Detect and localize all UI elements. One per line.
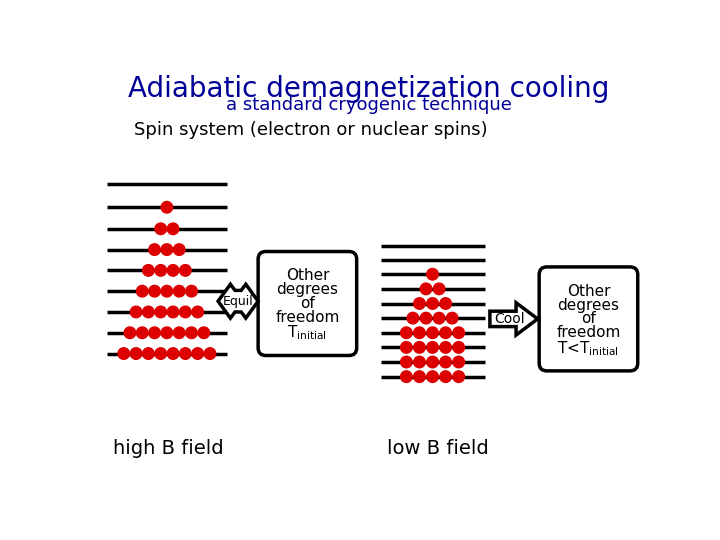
Circle shape <box>427 342 438 353</box>
Polygon shape <box>490 303 538 335</box>
Circle shape <box>137 327 148 339</box>
Text: degrees: degrees <box>276 282 338 297</box>
Circle shape <box>198 327 210 339</box>
Circle shape <box>161 286 173 297</box>
Text: freedom: freedom <box>275 310 340 325</box>
Circle shape <box>400 342 412 353</box>
Text: Cool: Cool <box>495 312 525 326</box>
Text: Equil.: Equil. <box>222 295 257 308</box>
Circle shape <box>420 283 432 295</box>
Circle shape <box>414 342 426 353</box>
Circle shape <box>167 223 179 234</box>
Circle shape <box>143 306 154 318</box>
Circle shape <box>427 268 438 280</box>
Circle shape <box>174 286 185 297</box>
Circle shape <box>118 348 130 359</box>
Text: Other: Other <box>567 284 611 299</box>
FancyBboxPatch shape <box>539 267 638 371</box>
Circle shape <box>186 327 197 339</box>
Text: a standard cryogenic technique: a standard cryogenic technique <box>226 96 512 113</box>
Circle shape <box>179 348 191 359</box>
Circle shape <box>433 312 445 324</box>
Circle shape <box>453 327 464 339</box>
Circle shape <box>433 283 445 295</box>
Text: of: of <box>300 296 315 311</box>
Circle shape <box>124 327 135 339</box>
Circle shape <box>174 244 185 255</box>
Text: degrees: degrees <box>557 298 619 313</box>
Text: Spin system (electron or nuclear spins): Spin system (electron or nuclear spins) <box>135 121 488 139</box>
Text: Adiabatic demagnetization cooling: Adiabatic demagnetization cooling <box>128 75 610 103</box>
Circle shape <box>427 371 438 382</box>
Text: low B field: low B field <box>387 438 488 457</box>
Circle shape <box>161 201 173 213</box>
Text: high B field: high B field <box>113 438 224 457</box>
Circle shape <box>186 286 197 297</box>
Circle shape <box>204 348 216 359</box>
Circle shape <box>440 342 451 353</box>
Circle shape <box>179 306 191 318</box>
Circle shape <box>130 348 142 359</box>
Circle shape <box>155 223 166 234</box>
Circle shape <box>440 356 451 368</box>
Circle shape <box>427 327 438 339</box>
Circle shape <box>155 265 166 276</box>
Circle shape <box>414 371 426 382</box>
Circle shape <box>161 327 173 339</box>
Text: T<T$_{\mathregular{initial}}$: T<T$_{\mathregular{initial}}$ <box>557 339 619 357</box>
Text: T$_{\mathregular{initial}}$: T$_{\mathregular{initial}}$ <box>287 323 328 342</box>
Text: of: of <box>581 312 596 326</box>
Circle shape <box>155 348 166 359</box>
Circle shape <box>149 244 161 255</box>
Circle shape <box>453 342 464 353</box>
Circle shape <box>400 356 412 368</box>
Circle shape <box>440 298 451 309</box>
Circle shape <box>130 306 142 318</box>
Circle shape <box>420 312 432 324</box>
Circle shape <box>155 306 166 318</box>
Circle shape <box>149 286 161 297</box>
Circle shape <box>137 286 148 297</box>
Circle shape <box>143 265 154 276</box>
Circle shape <box>143 348 154 359</box>
Circle shape <box>161 244 173 255</box>
Circle shape <box>167 265 179 276</box>
Circle shape <box>414 327 426 339</box>
Circle shape <box>400 327 412 339</box>
Circle shape <box>414 298 426 309</box>
Circle shape <box>427 298 438 309</box>
Circle shape <box>446 312 458 324</box>
Circle shape <box>427 356 438 368</box>
Circle shape <box>400 371 412 382</box>
Circle shape <box>440 327 451 339</box>
Circle shape <box>440 371 451 382</box>
Circle shape <box>149 327 161 339</box>
Circle shape <box>167 348 179 359</box>
Circle shape <box>192 348 204 359</box>
Circle shape <box>414 356 426 368</box>
Circle shape <box>179 265 191 276</box>
Circle shape <box>192 306 204 318</box>
Circle shape <box>453 356 464 368</box>
Circle shape <box>174 327 185 339</box>
Circle shape <box>453 371 464 382</box>
FancyBboxPatch shape <box>258 252 356 355</box>
Text: Other: Other <box>286 268 329 284</box>
Text: freedom: freedom <box>557 325 621 340</box>
Circle shape <box>167 306 179 318</box>
Circle shape <box>407 312 418 324</box>
Polygon shape <box>218 284 258 318</box>
